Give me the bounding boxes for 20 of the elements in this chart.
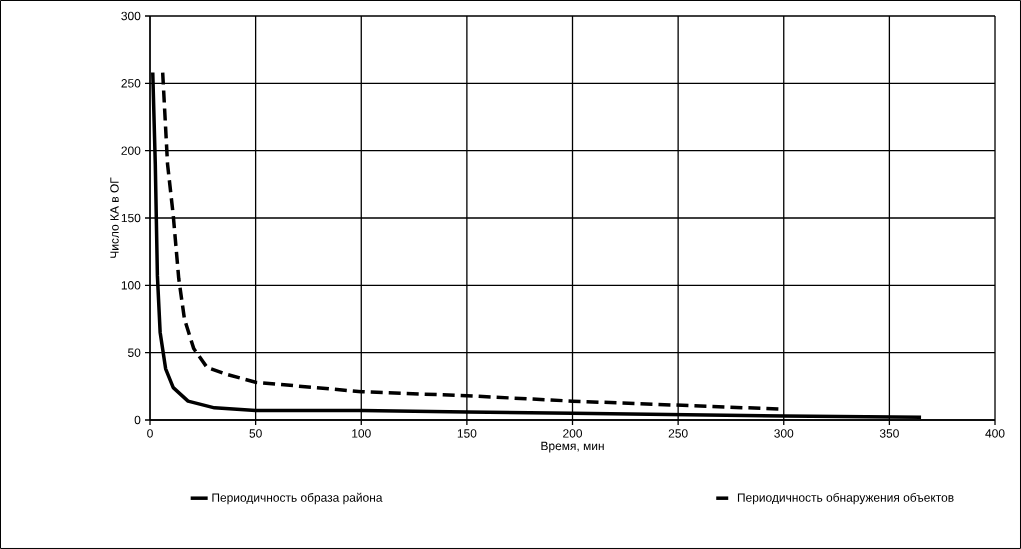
y-tick-label: 50 bbox=[128, 348, 141, 357]
y-tick-label: 250 bbox=[121, 79, 141, 88]
y-axis-title: Число КА в ОГ bbox=[110, 177, 119, 258]
y-tick-label: 150 bbox=[121, 213, 141, 223]
x-tick-label: 250 bbox=[668, 429, 688, 438]
x-tick-label: 100 bbox=[352, 429, 371, 438]
y-tick-label: 100 bbox=[121, 281, 141, 290]
legend-label: Периодичность образа района bbox=[212, 492, 383, 505]
x-tick-label: 50 bbox=[249, 429, 262, 438]
x-tick-label: 200 bbox=[563, 429, 583, 438]
y-tick-label: 0 bbox=[134, 415, 141, 425]
x-tick-label: 400 bbox=[985, 429, 1005, 438]
x-tick-label: 350 bbox=[879, 429, 899, 438]
legend-label: Периодичность обнаружения объектов bbox=[737, 492, 954, 505]
y-tick-label: 200 bbox=[121, 146, 141, 155]
x-axis-title: Время, мин bbox=[541, 441, 604, 453]
y-tick-label: 300 bbox=[121, 11, 141, 21]
x-tick-label: 150 bbox=[457, 429, 477, 438]
x-tick-label: 0 bbox=[147, 429, 153, 438]
x-tick-label: 300 bbox=[774, 429, 794, 438]
